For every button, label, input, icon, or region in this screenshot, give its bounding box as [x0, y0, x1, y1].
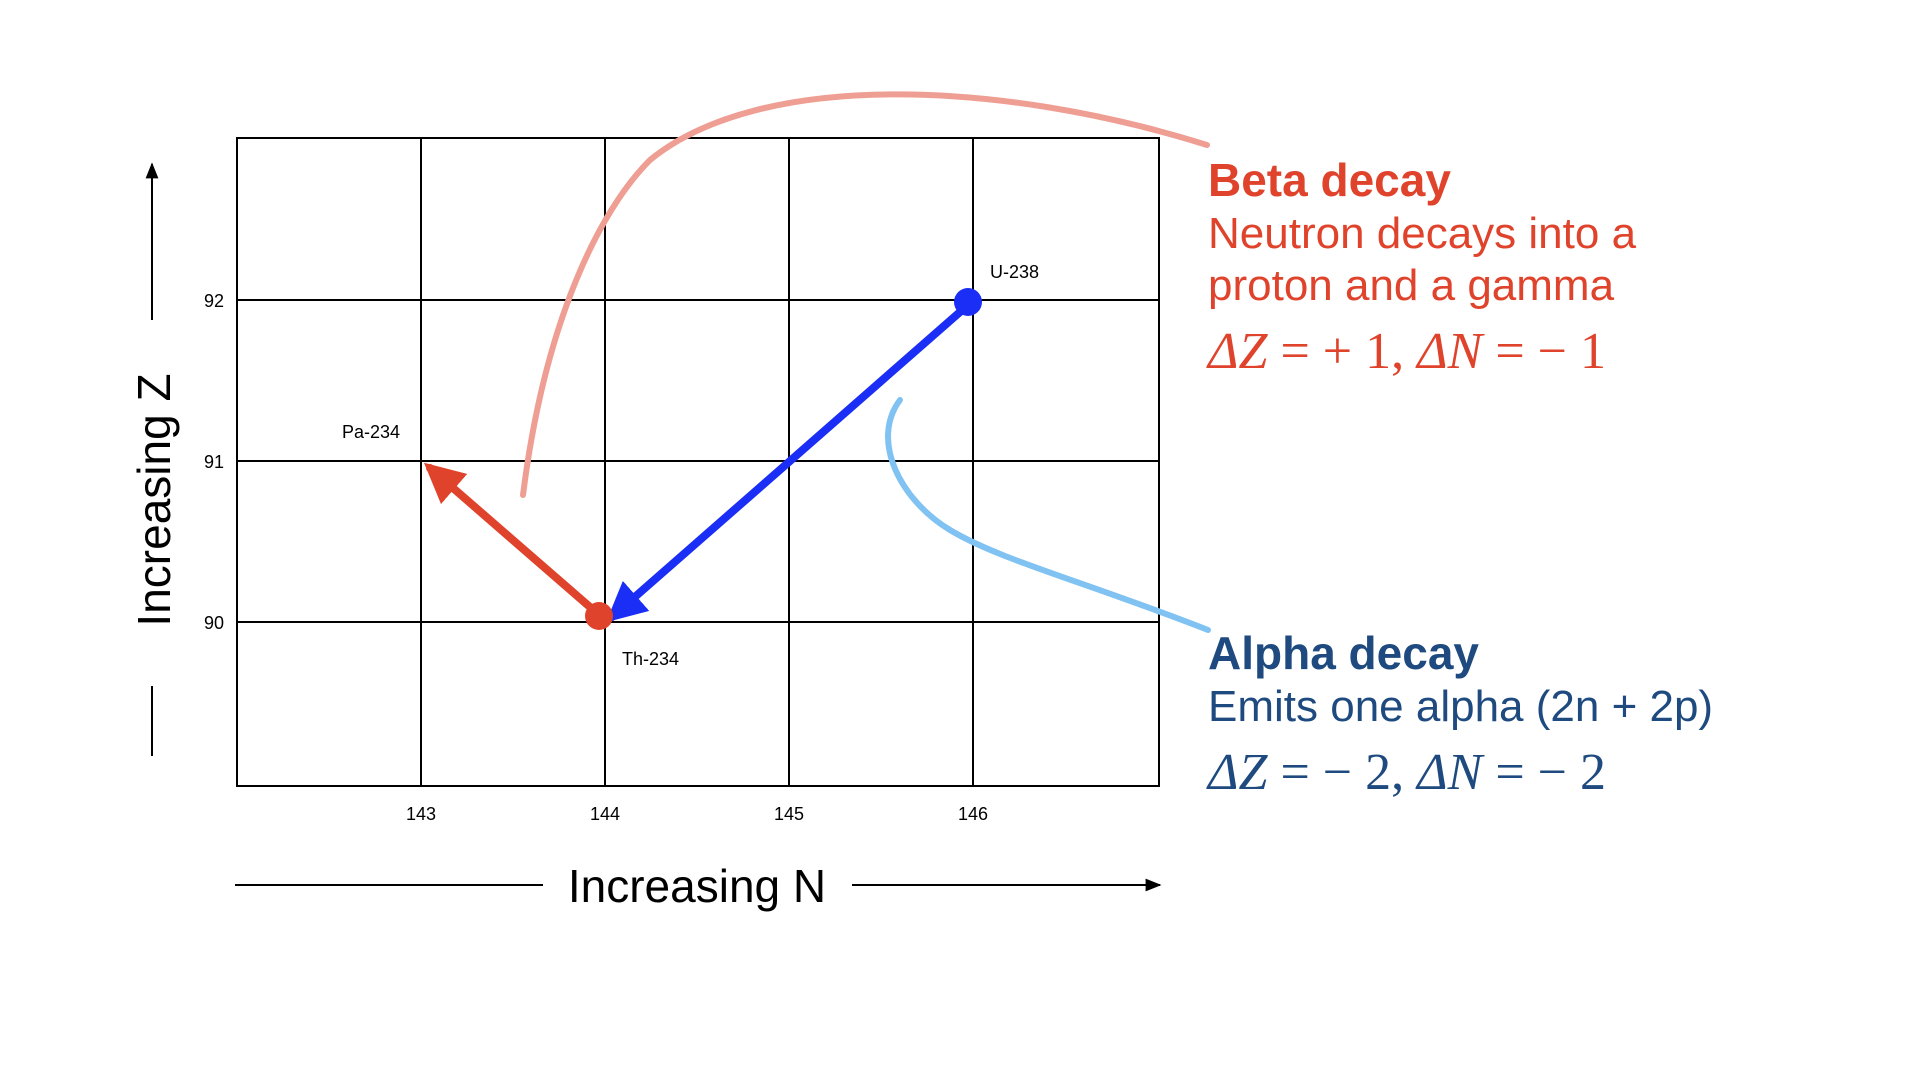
alpha-formula: ΔZ = − 2, ΔN = − 2 — [1208, 741, 1713, 805]
alpha-decay-arrow — [605, 301, 972, 623]
beta-annotation: Beta decay Neutron decays into a proton … — [1208, 152, 1636, 384]
alpha-dz-label: ΔZ — [1208, 744, 1268, 801]
beta-dn-label: ΔN — [1417, 323, 1483, 380]
u238-label: U-238 — [990, 262, 1039, 282]
alpha-callout-curve — [885, 397, 1211, 633]
alpha-annotation: Alpha decay Emits one alpha (2n + 2p) ΔZ… — [1208, 625, 1713, 805]
alpha-dn-value: = − 2 — [1482, 744, 1606, 801]
y-axis-title: Increasing Z — [128, 373, 180, 626]
alpha-description-line1: Emits one alpha (2n + 2p) — [1208, 682, 1714, 731]
beta-dz-label: ΔZ — [1208, 323, 1268, 380]
chart-grid — [236, 137, 1160, 787]
pa234-label: Pa-234 — [342, 422, 400, 442]
x-tick-146: 146 — [958, 804, 988, 824]
beta-description-line1: Neutron decays into a — [1208, 209, 1637, 258]
y-tick-90: 90 — [204, 613, 224, 633]
alpha-title: Alpha decay — [1208, 627, 1479, 679]
y-tick-91: 91 — [204, 452, 224, 472]
th234-marker — [585, 602, 613, 630]
y-tick-92: 92 — [204, 291, 224, 311]
th234-label: Th-234 — [622, 649, 679, 669]
alpha-dz-value: = − 2, — [1267, 744, 1418, 801]
beta-dn-value: = − 1 — [1482, 323, 1606, 380]
x-tick-143: 143 — [406, 804, 436, 824]
beta-description-line2: proton and a gamma — [1208, 261, 1615, 310]
beta-callout-curve — [520, 91, 1210, 498]
beta-dz-value: = + 1, — [1267, 323, 1418, 380]
u238-marker — [954, 288, 982, 316]
beta-decay-arrow — [423, 462, 602, 618]
beta-title: Beta decay — [1208, 154, 1451, 206]
x-tick-145: 145 — [774, 804, 804, 824]
alpha-dn-label: ΔN — [1417, 744, 1483, 801]
x-axis-title: Increasing N — [568, 860, 826, 912]
x-tick-144: 144 — [590, 804, 620, 824]
beta-formula: ΔZ = + 1, ΔN = − 1 — [1208, 320, 1636, 384]
